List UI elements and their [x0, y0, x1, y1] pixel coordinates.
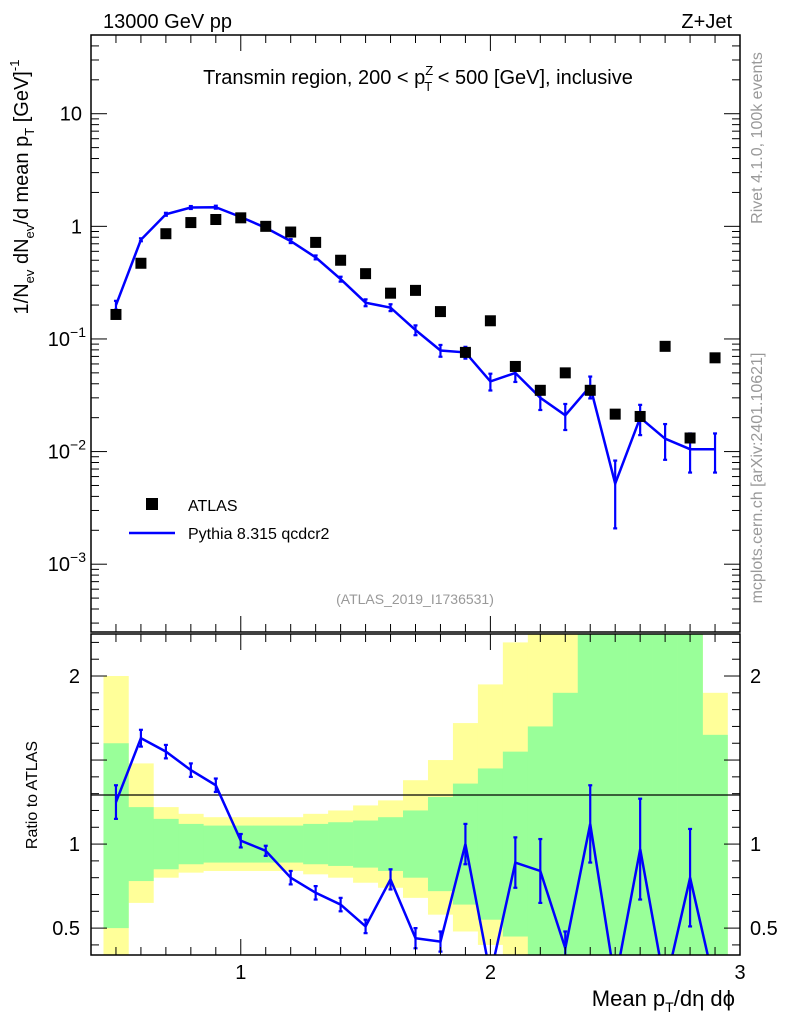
ratio-y-tick-label-left: 1 [69, 834, 80, 856]
inner-band-bin [303, 823, 329, 865]
data-point [534, 384, 546, 396]
x-axis-label: Mean pT/dη dϕ [592, 986, 735, 1015]
data-point [135, 257, 147, 269]
inner-band-bin [153, 818, 179, 870]
y-tick-label: 10−1 [48, 324, 86, 351]
data-point [584, 384, 596, 396]
data-point [509, 360, 521, 372]
ratio-y-tick-label-left: 2 [69, 666, 80, 688]
plot-title: Transmin region, 200 < pZ T < 500 [GeV], … [203, 63, 633, 94]
data-point [484, 315, 496, 327]
data-series [110, 212, 721, 444]
inner-band-bin [427, 797, 454, 892]
ratio-y-tick-label-left: 0.5 [52, 918, 80, 940]
data-point [459, 346, 471, 358]
inner-band-bin [128, 807, 154, 882]
ratio-y-tick-label-right: 0.5 [750, 918, 778, 940]
legend-data-label: ATLAS [188, 498, 238, 515]
x-tick-label: 2 [485, 962, 496, 984]
data-point [310, 236, 322, 248]
y-tick-label: 10−2 [48, 437, 86, 464]
header-process: Z+Jet [681, 11, 732, 33]
inner-band-bin [702, 734, 728, 955]
data-point [210, 214, 222, 226]
inner-band-bin [403, 810, 429, 878]
data-point [360, 268, 372, 280]
data-point [410, 284, 421, 296]
inner-band-bin [278, 825, 304, 863]
inner-band-bin [353, 820, 379, 868]
data-point [684, 432, 696, 444]
inner-band-bin [328, 822, 354, 866]
ratio-x-tick-labels: 1 2 3 [235, 962, 745, 984]
data-point [659, 340, 671, 352]
data-point [235, 212, 247, 224]
data-point [335, 254, 347, 266]
data-point [609, 408, 621, 420]
ratio-mc-series [113, 728, 710, 955]
data-point [285, 226, 297, 238]
legend-mc-label: Pythia 8.315 qcdcr2 [188, 526, 330, 543]
x-tick-label: 3 [734, 962, 745, 984]
mc-line [114, 205, 715, 488]
inner-band-bin [552, 692, 579, 955]
data-point [634, 410, 646, 422]
inner-band-bin [103, 743, 129, 929]
y-tick-label: 1 [71, 216, 82, 238]
mc-series [113, 204, 718, 530]
y-tick-label: 10−3 [48, 549, 86, 576]
main-y-axis-label: 1/Nev dNev/d mean pT [GeV]-1 [7, 60, 37, 315]
main-panel: 10 1 10−1 10−2 10−3 Transmin region, 200 < p… [7, 34, 741, 633]
analysis-id: (ATLAS_2019_I1736531) [336, 591, 494, 607]
data-point [385, 287, 397, 299]
data-point [559, 367, 571, 379]
inner-band-bin [203, 825, 229, 863]
main-axis-ticks [91, 34, 740, 632]
data-point [260, 220, 272, 232]
legend-data-marker [146, 498, 158, 510]
ratio-panel: 2 2 1 1 0.5 0.5 1 2 3 Ratio to ATLAS Mean pT/dη… [24, 633, 778, 1015]
data-point [110, 308, 122, 320]
mcplots-label: mcplots.cern.ch [arXiv:2401.10621] [749, 353, 766, 604]
data-point [709, 352, 721, 364]
header-energy: 13000 GeV pp [103, 11, 232, 33]
ratio-y-tick-label-right: 1 [750, 834, 761, 856]
legend: ATLAS Pythia 8.315 qcdcr2 [129, 498, 330, 543]
y-tick-label: 10 [60, 104, 82, 126]
inner-band-bin [253, 825, 279, 863]
ratio-y-tick-label-right: 2 [750, 666, 761, 688]
inner-band-bin [178, 823, 204, 865]
data-point [185, 217, 197, 229]
data-point [434, 306, 446, 318]
inner-band-bin [477, 768, 504, 920]
ratio-y-axis-label: Ratio to ATLAS [24, 741, 41, 849]
data-point [160, 228, 172, 240]
rivet-label: Rivet 4.1.0, 100k events [749, 52, 766, 224]
x-tick-label: 1 [235, 962, 246, 984]
main-y-tick-labels: 10 1 10−1 10−2 10−3 [48, 104, 86, 576]
ratio-y-tick-labels: 2 2 1 1 0.5 0.5 [52, 666, 778, 940]
ratio-axis-ticks [91, 634, 740, 955]
inner-band-bin [378, 817, 404, 871]
